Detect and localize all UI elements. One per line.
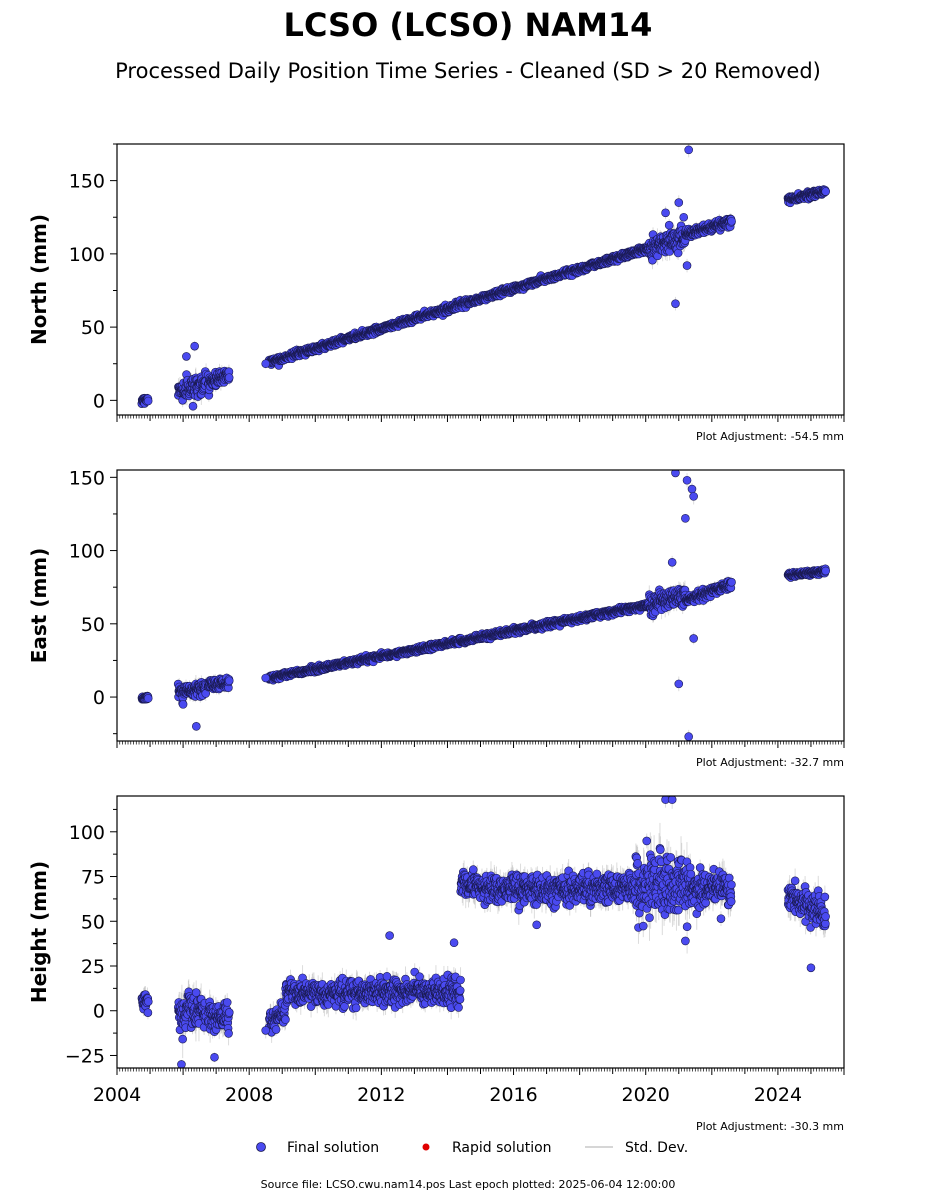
data-point [673, 248, 683, 258]
figure-title: LCSO (LCSO) NAM14 [284, 6, 653, 44]
data-point [143, 396, 153, 406]
data-point [684, 145, 693, 155]
y-tick-label: 100 [69, 244, 105, 266]
y-tick-label: 50 [81, 317, 105, 339]
data-point [261, 359, 271, 369]
data-point [224, 373, 234, 382]
data-point [188, 401, 198, 411]
figure-subtitle: Processed Daily Position Time Series - C… [115, 59, 821, 83]
plot-area-0 [137, 144, 830, 412]
data-point [182, 352, 191, 361]
data-point [671, 299, 680, 308]
data-point [674, 198, 684, 207]
panels: 0 50 100 150 North (mm) Plot Adjustment: -54.… [27, 143, 845, 1133]
data-point [664, 220, 674, 230]
panel-0: 0 50 100 150 North (mm) Plot Adjustment: -54.… [27, 143, 845, 443]
y-axis-0: 0 50 100 150 [69, 143, 117, 412]
std-dev-bars-0 [141, 144, 827, 412]
data-point [727, 216, 736, 226]
plot-area-1 [137, 470, 830, 741]
y-axis-label-0: North (mm) [27, 214, 51, 345]
data-point [679, 212, 689, 222]
data-point [821, 187, 830, 196]
y-tick-label: 150 [69, 171, 105, 193]
plot-adjustment-0: Plot Adjustment: -54.5 mm [696, 430, 844, 443]
final-solution-points-0 [137, 145, 830, 411]
data-point [661, 208, 670, 218]
data-point [190, 341, 199, 351]
x-axis-0 [116, 415, 845, 422]
y-tick-label: 0 [93, 390, 105, 412]
std-dev-bars-1 [141, 470, 827, 741]
data-point [682, 261, 692, 270]
